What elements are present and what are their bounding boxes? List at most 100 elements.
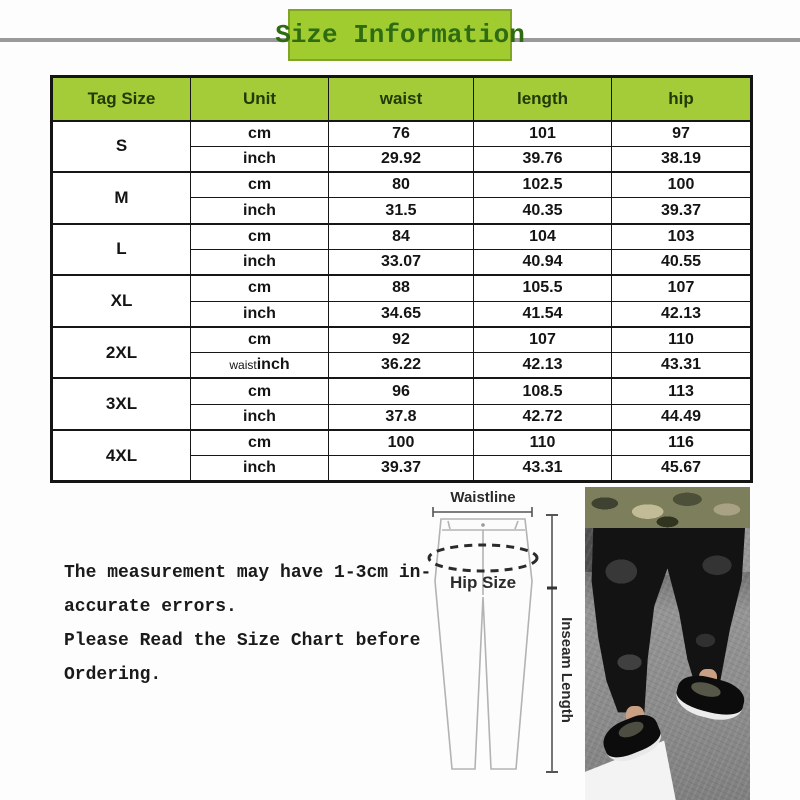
tag-size-m: M xyxy=(51,171,191,225)
waist-value: 100 xyxy=(328,429,474,457)
unit-cell: inch xyxy=(190,300,329,328)
pants-outline xyxy=(434,518,533,770)
hip-value: 107 xyxy=(611,274,752,302)
length-value: 43.31 xyxy=(473,455,612,483)
table-row: inch 33.07 40.94 40.55 xyxy=(52,248,752,276)
unit-label: inch xyxy=(243,459,276,477)
tag-size-l: L xyxy=(51,222,191,276)
table-row: 2XL cm 92 107 110 xyxy=(51,325,752,379)
hip-value: 38.19 xyxy=(611,145,752,173)
unit-cell: inch xyxy=(190,197,329,225)
column-header-hip: hip xyxy=(611,76,752,122)
table-row: M cm 80 102.5 100 xyxy=(51,171,752,225)
unit-cell: inch xyxy=(190,145,329,173)
hip-value: 42.13 xyxy=(611,300,752,328)
unit-label: inch xyxy=(243,149,276,167)
length-value: 110 xyxy=(473,429,612,457)
pants-diagram-svg: Waistline Hip Size Inseam Length xyxy=(427,489,575,773)
length-value: 40.35 xyxy=(473,197,612,225)
column-header-length: length xyxy=(473,76,612,122)
disclaimer-line: The measurement may have 1-3cm in- xyxy=(64,563,432,583)
tag-size-3xl: 3XL xyxy=(51,377,191,431)
hip-value: 97 xyxy=(611,119,752,147)
waist-value: 29.92 xyxy=(328,145,474,173)
table-header-row: Tag Size Unit waist length hip xyxy=(51,76,752,122)
hip-value: 110 xyxy=(611,325,752,354)
unit-cell: inch xyxy=(190,455,329,483)
waist-value: 96 xyxy=(328,377,474,405)
hip-value: 100 xyxy=(611,171,752,199)
hip-measure-ellipse xyxy=(427,543,539,573)
waist-value: 80 xyxy=(328,171,474,199)
length-value: 42.13 xyxy=(473,352,612,379)
length-value: 107 xyxy=(473,325,612,354)
unit-cell: cm xyxy=(190,171,329,199)
column-header-unit: Unit xyxy=(190,76,329,122)
unit-label: inch xyxy=(243,304,276,322)
table-row: inch 29.92 39.76 38.19 xyxy=(52,145,752,173)
tag-size-xl: XL xyxy=(51,274,191,328)
length-value: 104 xyxy=(473,222,612,250)
photo-camo-shirt-hem xyxy=(585,487,750,528)
hip-value: 40.55 xyxy=(611,248,752,276)
table-row: XL cm 88 105.5 107 xyxy=(51,274,752,328)
page-title: Size Information xyxy=(275,20,525,50)
product-photo-black-ripped-jeans xyxy=(585,487,750,800)
pants-measurement-diagram: Waistline Hip Size Inseam Length xyxy=(402,485,580,800)
hip-value: 116 xyxy=(611,429,752,457)
unit-label: inch xyxy=(256,356,290,374)
length-value: 41.54 xyxy=(473,300,612,328)
table-row: S cm 76 101 97 xyxy=(51,119,752,173)
length-value: 39.76 xyxy=(473,145,612,173)
waistline-label: Waistline xyxy=(450,489,515,506)
unit-cell: inch xyxy=(190,403,329,431)
unit-cell: cm xyxy=(190,274,329,302)
disclaimer-line: Ordering. xyxy=(64,665,162,685)
length-value: 108.5 xyxy=(473,377,612,405)
length-value: 40.94 xyxy=(473,248,612,276)
waist-value: 37.8 xyxy=(328,403,474,431)
waist-value: 31.5 xyxy=(328,197,474,225)
unit-cell: inch xyxy=(190,248,329,276)
column-header-waist: waist xyxy=(328,76,474,122)
waist-value: 33.07 xyxy=(328,248,474,276)
tag-size-4xl: 4XL xyxy=(51,429,191,483)
waist-value: 39.37 xyxy=(328,455,474,483)
hip-value: 44.49 xyxy=(611,403,752,431)
table-row: L cm 84 104 103 xyxy=(51,222,752,276)
table-row: 3XL cm 96 108.5 113 xyxy=(51,377,752,431)
waist-value: 34.65 xyxy=(328,300,474,328)
waist-value: 92 xyxy=(328,325,474,354)
hip-value: 113 xyxy=(611,377,752,405)
tag-size-s: S xyxy=(51,119,191,173)
table-row: 4XL cm 100 110 116 xyxy=(51,429,752,483)
tag-size-2xl: 2XL xyxy=(51,325,191,379)
hip-value: 103 xyxy=(611,222,752,250)
unit-prefix: waist xyxy=(229,358,257,373)
unit-cell: cm xyxy=(190,325,329,354)
waist-value: 36.22 xyxy=(328,352,474,379)
pants-button xyxy=(481,523,485,527)
waist-value: 84 xyxy=(328,222,474,250)
unit-cell: waistinch xyxy=(190,352,329,379)
length-value: 42.72 xyxy=(473,403,612,431)
unit-cell: cm xyxy=(190,429,329,457)
table-row: inch 34.65 41.54 42.13 xyxy=(52,300,752,328)
length-value: 105.5 xyxy=(473,274,612,302)
hip-value: 43.31 xyxy=(611,352,752,379)
hip-size-label: Hip Size xyxy=(450,573,516,592)
column-header-tag-size: Tag Size xyxy=(51,76,191,122)
hip-value: 39.37 xyxy=(611,197,752,225)
page-title-banner: Size Information xyxy=(275,9,525,61)
length-value: 102.5 xyxy=(473,171,612,199)
hip-value: 45.67 xyxy=(611,455,752,483)
table-row: waistinch 36.22 42.13 43.31 xyxy=(52,352,752,379)
unit-label: inch xyxy=(243,201,276,219)
unit-label: inch xyxy=(243,407,276,425)
measurement-disclaimer: The measurement may have 1-3cm in- accur… xyxy=(64,556,444,692)
length-value: 101 xyxy=(473,119,612,147)
disclaimer-line: accurate errors. xyxy=(64,597,237,617)
disclaimer-line: Please Read the Size Chart before xyxy=(64,631,421,651)
table-row: inch 31.5 40.35 39.37 xyxy=(52,197,752,225)
